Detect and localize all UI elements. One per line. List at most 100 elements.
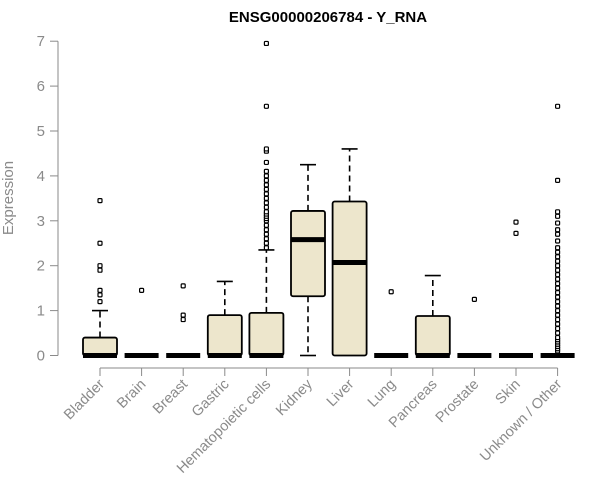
- outlier-point: [263, 40, 269, 47]
- iqr-box: [331, 200, 368, 357]
- y-tick-label: 5: [37, 123, 45, 140]
- outlier-point: [554, 321, 561, 327]
- box-pancreas: [414, 274, 451, 358]
- outlier-point: [554, 249, 561, 255]
- outlier-point: [471, 296, 477, 302]
- iqr-box: [290, 210, 326, 298]
- outlier-point: [554, 254, 561, 260]
- x-tick-label: Kidney: [273, 376, 316, 419]
- x-tick-label: Brain: [114, 377, 149, 412]
- outlier-point: [554, 213, 561, 219]
- outlier-point: [554, 267, 561, 273]
- x-tick-label: Lung: [365, 377, 399, 411]
- outlier-point: [263, 231, 269, 237]
- outlier-point: [263, 173, 269, 179]
- outlier-point: [263, 204, 269, 210]
- outlier-point: [263, 186, 269, 192]
- outlier-point: [554, 294, 561, 300]
- outlier-point: [263, 191, 269, 197]
- outlier-point: [263, 182, 269, 188]
- box-kidney: [290, 163, 326, 357]
- outlier-point: [554, 231, 561, 237]
- x-tick-label: Liver: [324, 376, 358, 410]
- outlier-point: [97, 263, 103, 269]
- outlier-point: [554, 303, 561, 309]
- y-tick-label: 6: [37, 78, 45, 95]
- x-tick-label: Breast: [150, 377, 191, 418]
- outlier-point: [263, 209, 269, 215]
- outlier-point: [513, 219, 519, 225]
- outlier-point: [97, 197, 103, 204]
- outlier-point: [263, 236, 269, 242]
- box-breast: [166, 283, 201, 358]
- box-lung: [374, 289, 409, 358]
- outlier-point: [97, 292, 103, 298]
- outlier-point: [554, 312, 561, 318]
- box-skin: [499, 219, 533, 358]
- outlier-point: [554, 238, 561, 244]
- outlier-point: [263, 146, 269, 152]
- outlier-point: [180, 316, 186, 323]
- outlier-point: [97, 240, 103, 246]
- outlier-point: [263, 168, 269, 175]
- x-tick-label: Prostate: [433, 377, 482, 426]
- outlier-point: [554, 263, 561, 269]
- box-unknown-other: [540, 103, 575, 358]
- x-tick-label: Bladder: [61, 376, 108, 423]
- outlier-point: [554, 227, 561, 233]
- outlier-point: [554, 330, 561, 336]
- box-hematopoietic-cells: [248, 40, 285, 358]
- outlier-point: [554, 209, 561, 215]
- outlier-point: [554, 325, 561, 332]
- box-bladder: [82, 197, 118, 358]
- outlier-point: [263, 177, 269, 183]
- outlier-point: [263, 195, 269, 201]
- y-tick-label: 7: [37, 33, 45, 50]
- outlier-point: [554, 220, 561, 226]
- iqr-box: [206, 314, 243, 357]
- outlier-point: [554, 245, 561, 251]
- outlier-point: [263, 222, 269, 228]
- outlier-point: [554, 103, 561, 109]
- box-series: [82, 40, 575, 358]
- outlier-point: [180, 312, 186, 318]
- box-prostate: [457, 296, 492, 358]
- y-tick-label: 0: [37, 348, 45, 365]
- outlier-point: [554, 299, 561, 305]
- y-tick-label: 4: [37, 168, 45, 185]
- y-tick-label: 1: [37, 303, 45, 320]
- chart-title: ENSG00000206784 - Y_RNA: [229, 9, 427, 26]
- outlier-point: [263, 159, 269, 166]
- x-tick-label: Skin: [493, 377, 524, 408]
- outlier-point: [554, 334, 561, 341]
- outlier-point: [97, 287, 103, 293]
- outlier-point: [263, 227, 269, 233]
- iqr-box: [82, 336, 118, 357]
- outlier-point: [388, 289, 394, 295]
- outlier-point: [139, 287, 145, 293]
- iqr-box: [414, 315, 451, 357]
- y-axis-label: Expression: [0, 161, 17, 235]
- box-brain: [124, 287, 159, 358]
- outlier-point: [554, 285, 561, 291]
- outlier-point: [554, 290, 561, 296]
- outlier-point: [263, 245, 269, 251]
- outlier-point: [554, 276, 561, 282]
- outlier-point: [180, 283, 186, 289]
- outlier-point: [554, 316, 561, 323]
- outlier-point: [554, 258, 561, 264]
- box-gastric: [206, 280, 243, 358]
- outlier-point: [97, 299, 103, 305]
- outlier-point: [263, 200, 269, 206]
- outlier-point: [554, 272, 561, 278]
- outlier-point: [263, 240, 269, 246]
- y-tick-label: 3: [37, 213, 45, 230]
- outlier-point: [554, 177, 561, 183]
- outlier-point: [513, 230, 519, 236]
- outlier-point: [263, 103, 269, 109]
- iqr-box: [248, 311, 285, 357]
- outlier-point: [554, 308, 561, 314]
- y-tick-label: 2: [37, 258, 45, 275]
